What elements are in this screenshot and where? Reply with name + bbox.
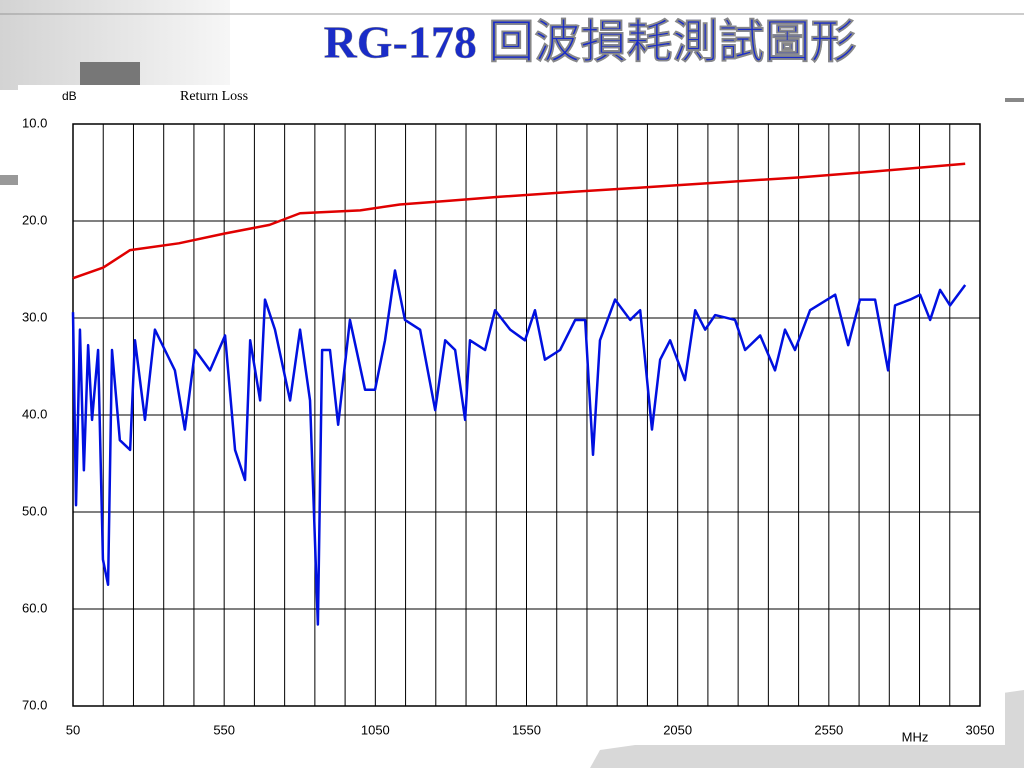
y-tick-label: 20.0: [22, 212, 47, 227]
decoration: [80, 62, 140, 88]
slide-title: RG-178 回波損耗測試圖形: [324, 17, 857, 68]
x-tick-label: 50: [66, 722, 80, 737]
decoration: [0, 175, 20, 185]
y-tick-label: 50.0: [22, 503, 47, 518]
chart-subtitle: Return Loss: [180, 89, 248, 104]
x-tick-label: 1050: [361, 722, 390, 737]
y-tick-label: 10.0: [22, 115, 47, 130]
x-axis-label: MHz: [902, 729, 929, 744]
line-series: [71, 269, 967, 626]
y-tick-label: 70.0: [22, 697, 47, 712]
x-tick-label: 2550: [814, 722, 843, 737]
line-series: [72, 162, 966, 280]
y-tick-label: 30.0: [22, 309, 47, 324]
y-tick-label: 40.0: [22, 406, 47, 421]
x-tick-label: 550: [213, 722, 235, 737]
y-tick-label: 60.0: [22, 600, 47, 615]
x-tick-label: 2050: [663, 722, 692, 737]
y-axis-label: dB: [62, 89, 77, 103]
x-tick-label: 1550: [512, 722, 541, 737]
x-tick-label: 3050: [966, 722, 995, 737]
